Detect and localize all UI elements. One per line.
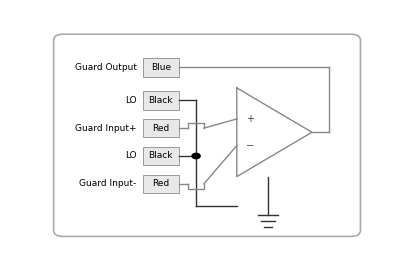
Text: Guard Input+: Guard Input+ (75, 124, 137, 133)
FancyBboxPatch shape (143, 147, 179, 165)
Text: Black: Black (149, 151, 173, 161)
Text: Guard Output: Guard Output (75, 63, 137, 72)
FancyBboxPatch shape (143, 119, 179, 137)
Text: Blue: Blue (151, 63, 171, 72)
Text: Red: Red (152, 179, 170, 188)
Text: Red: Red (152, 124, 170, 133)
FancyBboxPatch shape (143, 174, 179, 193)
Text: +: + (246, 114, 254, 124)
Text: Guard Input-: Guard Input- (79, 179, 137, 188)
Text: LO: LO (125, 96, 137, 105)
FancyBboxPatch shape (54, 34, 360, 236)
Circle shape (192, 153, 200, 159)
FancyBboxPatch shape (143, 91, 179, 110)
FancyBboxPatch shape (143, 58, 179, 77)
Text: Black: Black (149, 96, 173, 105)
Text: −: − (246, 140, 254, 151)
Text: LO: LO (125, 151, 137, 161)
